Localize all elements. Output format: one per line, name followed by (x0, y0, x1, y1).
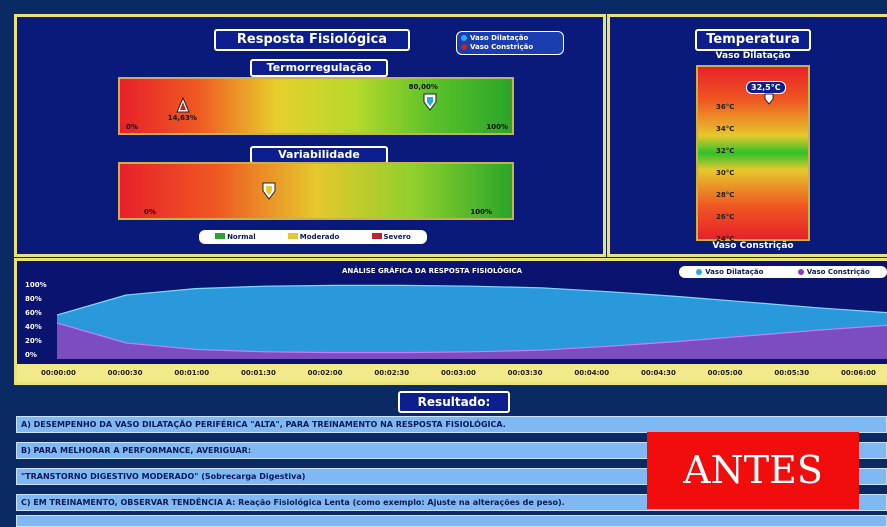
chart-x-axis-strip: 00:00:00 00:00:30 00:01:00 00:01:30 00:02:00… (17, 364, 887, 382)
y-tick-label: 60% (25, 309, 42, 317)
dilation-dot-icon (461, 35, 467, 41)
y-tick-label: 0% (25, 351, 37, 359)
x-tick-label: 00:03:00 (441, 369, 476, 377)
triangle-marker-icon (175, 96, 190, 113)
y-tick-label: 80% (25, 295, 42, 303)
x-tick-label: 00:04:00 (574, 369, 610, 377)
moderate-swatch-icon (287, 233, 298, 239)
temperature-scale-label: 24°C (716, 235, 735, 243)
temperature-scale-label: 34°C (716, 125, 735, 133)
chart-legend: Vaso Dilatação Vaso Constrição (679, 266, 887, 278)
chart-legend-dilation-item: Vaso Dilatação (696, 268, 763, 276)
temperature-pointer-icon (764, 93, 774, 105)
x-tick-label: 00:06:00 (841, 369, 876, 377)
chart-legend-constriction: Vaso Constrição (806, 268, 870, 276)
status-moderate: Moderado (287, 233, 340, 241)
normal-swatch-icon (215, 233, 226, 239)
thermo-marker-a-value: 14,63% (167, 114, 197, 122)
thermo-right-label: 100% (486, 123, 508, 131)
x-tick-label: 00:01:30 (241, 369, 276, 377)
x-tick-label: 00:00:00 (41, 369, 76, 377)
temperature-title: Temperatura (695, 29, 811, 51)
temperature-scale-label: 28°C (716, 191, 735, 199)
thermo-marker-b-value: 80,00% (408, 83, 438, 91)
temperature-panel: Temperatura Vaso Dilatação 36°C 34°C 32°C 3… (607, 14, 887, 257)
constriction-line (57, 322, 887, 354)
thermo-label: Termorregulação (250, 59, 388, 77)
result-row: A) DESEMPENHO DA VASO DILATAÇÃO PERIFÉRI… (16, 416, 887, 433)
temperature-scale-label: 36°C (716, 103, 735, 111)
x-tick-label: 00:02:30 (374, 369, 410, 377)
dilation-area (57, 285, 887, 359)
status-severe: Severo (371, 233, 411, 241)
chart-legend-dilation: Vaso Dilatação (705, 268, 764, 276)
status-normal: Normal (215, 233, 256, 241)
dilation-line (57, 284, 887, 316)
variability-bar: 0% 100% (118, 162, 514, 220)
constriction-area (57, 323, 887, 359)
temperature-scale-label: 30°C (716, 169, 735, 177)
variability-marker (262, 182, 276, 204)
physio-legend: Vaso Dilatação Vaso Constrição (456, 31, 564, 55)
thermo-bar: 0% 100% 14,63% 80,00% (118, 77, 514, 135)
chart-title: ANÁLISE GRÁFICA DA RESPOSTA FISIOLÓGICA (341, 267, 523, 275)
shield-marker-icon (262, 182, 276, 200)
y-tick-label: 100% (25, 281, 47, 289)
area-chart (57, 284, 887, 359)
x-tick-label: 00:04:30 (641, 369, 676, 377)
temperature-scale-label: 26°C (716, 213, 735, 221)
physio-legend-dilation: Vaso Dilatação (470, 34, 529, 42)
x-tick-label: 00:01:00 (174, 369, 210, 377)
physio-legend-constriction: Vaso Constrição (470, 43, 534, 51)
antes-stamp: ANTES (647, 432, 859, 509)
x-tick-label: 00:05:00 (707, 369, 743, 377)
temperature-reading-value: 32,5°C (751, 83, 781, 92)
temperature-scale-label: 32°C (716, 147, 735, 155)
temperature-top-label: Vaso Dilatação (715, 51, 791, 61)
temperature-bottom-label: Vaso Constrição (712, 241, 794, 251)
thermo-left-label: 0% (126, 123, 138, 131)
variability-left-label: 0% (144, 208, 156, 216)
x-tick-label: 00:05:30 (774, 369, 810, 377)
results-bottom-strip (16, 515, 887, 527)
chart-legend-constriction-item: Vaso Constrição (797, 268, 870, 276)
x-tick-label: 00:03:30 (507, 369, 543, 377)
variability-right-label: 100% (470, 208, 492, 216)
severe-swatch-icon (371, 233, 382, 239)
status-moderate-label: Moderado (299, 233, 340, 241)
physio-title: Resposta Fisiológica (214, 29, 410, 51)
y-tick-label: 20% (25, 337, 42, 345)
dilation-dot-icon (696, 269, 703, 275)
status-normal-label: Normal (227, 233, 256, 241)
constriction-dot-icon (461, 44, 467, 50)
temperature-bar: 36°C 34°C 32°C 30°C 28°C 26°C 24°C 32,5°C (696, 65, 810, 243)
constriction-dot-icon (797, 269, 804, 275)
status-severe-label: Severo (383, 233, 411, 241)
physio-panel: Resposta Fisiológica Vaso Dilatação Vaso… (14, 14, 606, 257)
x-tick-label: 00:02:00 (307, 369, 343, 377)
results-title: Resultado: (398, 391, 510, 413)
chart-panel: ANÁLISE GRÁFICA DA RESPOSTA FISIOLÓGICA … (14, 258, 887, 385)
x-tick-label: 00:00:30 (107, 369, 143, 377)
temperature-reading[interactable]: 32,5°C (746, 81, 786, 94)
y-tick-label: 40% (25, 323, 42, 331)
thermo-marker-a: 14,63% (168, 96, 197, 122)
status-legend: Normal Moderado Severo (199, 230, 427, 244)
shield-marker-icon (423, 93, 437, 111)
